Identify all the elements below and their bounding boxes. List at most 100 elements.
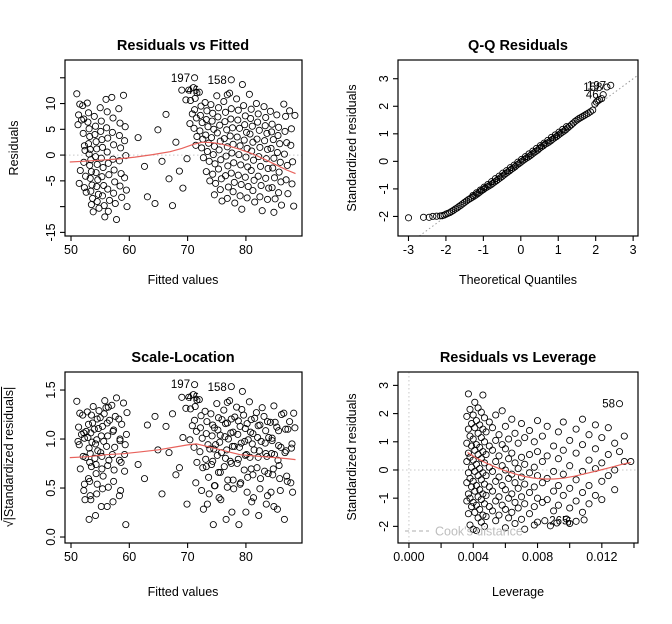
data-point [419, 213, 428, 221]
data-point [233, 459, 241, 467]
data-point [482, 512, 490, 521]
data-point [280, 100, 288, 108]
data-point [196, 424, 204, 432]
data-point [162, 110, 170, 118]
data-point [216, 121, 224, 129]
data-point [101, 397, 109, 405]
data-point [87, 411, 95, 419]
x-axis-label-leverage: Leverage [491, 585, 545, 599]
data-point [90, 112, 98, 120]
data-point [505, 435, 513, 443]
data-point [477, 434, 485, 442]
x-axis-label-theoretical-quantiles: Theoretical Quantiles [458, 273, 578, 287]
data-point [511, 498, 519, 506]
data-point [233, 133, 241, 141]
scatter-points [463, 390, 635, 535]
data-point [109, 114, 117, 122]
data-point [93, 480, 101, 488]
data-point [235, 151, 243, 159]
data-point [86, 174, 94, 182]
data-point [115, 415, 123, 423]
data-point [214, 104, 223, 112]
data-point [263, 129, 271, 137]
data-point [514, 504, 522, 512]
plot-box [397, 371, 639, 544]
data-point [110, 477, 118, 485]
data-point [98, 192, 107, 200]
data-point [98, 452, 106, 460]
data-point [254, 453, 262, 461]
data-point [87, 496, 95, 504]
data-point [469, 435, 477, 443]
data-point [230, 442, 238, 450]
data-point [255, 153, 263, 161]
data-point [282, 425, 290, 433]
data-point [198, 434, 206, 442]
data-point [562, 123, 571, 131]
data-point [589, 106, 597, 114]
data-point [543, 452, 551, 460]
data-point [195, 88, 203, 96]
x-tick-label: 0.008 [522, 550, 553, 564]
data-point [447, 207, 456, 216]
data-point [204, 441, 212, 449]
data-point [254, 118, 262, 126]
data-point [555, 128, 563, 136]
data-point [119, 399, 128, 407]
data-point [92, 138, 100, 146]
data-point [277, 443, 285, 451]
data-point [105, 456, 113, 464]
data-point [206, 445, 214, 453]
data-point [110, 426, 118, 434]
data-point [223, 126, 231, 134]
data-point [208, 432, 216, 440]
data-point [81, 146, 89, 154]
data-point [110, 141, 118, 149]
data-point [227, 115, 235, 123]
data-point [84, 420, 93, 428]
data-point [87, 201, 95, 209]
data-point [585, 431, 593, 439]
data-point [91, 440, 100, 448]
data-point [505, 514, 513, 522]
data-point [249, 187, 257, 195]
data-point [206, 177, 214, 185]
data-point [243, 420, 251, 428]
data-point [286, 107, 294, 115]
data-point [572, 497, 580, 505]
data-point [521, 460, 529, 468]
data-point [228, 508, 236, 516]
data-point [240, 102, 248, 110]
x-tick-label: -2 [440, 243, 451, 257]
data-point [525, 488, 534, 497]
data-point [267, 144, 275, 152]
data-point [274, 131, 282, 140]
data-point [246, 453, 254, 461]
data-point [582, 110, 590, 118]
data-point [261, 122, 269, 130]
scatter-points [73, 381, 299, 529]
data-point [192, 141, 200, 149]
data-point [264, 470, 272, 478]
outlier-label-265: 265 [549, 516, 568, 528]
data-point [252, 99, 260, 108]
data-point [211, 160, 219, 168]
data-point [199, 154, 207, 162]
data-point [577, 114, 585, 122]
data-point [578, 488, 587, 497]
data-point [573, 116, 581, 124]
data-point [201, 407, 209, 415]
data-point [477, 408, 485, 416]
data-point [122, 430, 130, 438]
data-point [221, 108, 230, 116]
data-point [140, 162, 149, 170]
data-point [213, 129, 221, 137]
data-point [89, 419, 97, 427]
data-point [248, 122, 256, 130]
data-point [80, 158, 88, 166]
data-point [280, 515, 288, 523]
data-point [480, 459, 489, 467]
data-point [538, 432, 546, 440]
